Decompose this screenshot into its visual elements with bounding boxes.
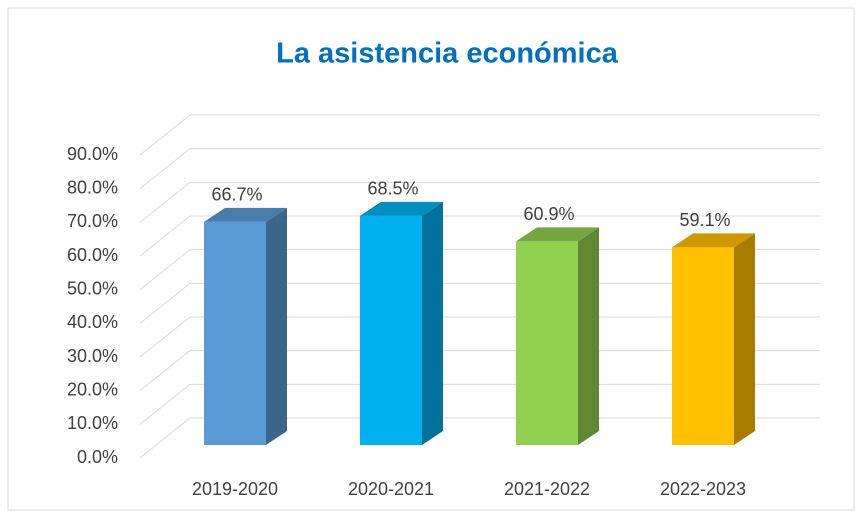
bar [516, 241, 578, 445]
bar [360, 215, 422, 445]
y-tick-label: 0.0% [77, 447, 118, 467]
chart-title: La asistencia económica [276, 38, 619, 70]
x-tick-label: 2020-2021 [348, 479, 434, 499]
y-tick-label: 80.0% [67, 177, 118, 197]
y-tick-label: 70.0% [67, 211, 118, 231]
y-tick-label: 90.0% [67, 144, 118, 164]
grid-line [139, 316, 820, 358]
grid-line [139, 215, 820, 257]
bar-top [360, 201, 443, 216]
bar-side [266, 207, 287, 445]
y-tick-label: 60.0% [67, 245, 118, 265]
data-label: 68.5% [367, 179, 418, 199]
bar-side [578, 227, 599, 445]
grid-line [139, 249, 820, 291]
y-tick-label: 40.0% [67, 312, 118, 332]
x-tick-label: 2022-2023 [660, 479, 746, 499]
grid-line [139, 282, 820, 324]
data-label: 66.7% [211, 185, 262, 205]
y-tick-label: 50.0% [67, 278, 118, 298]
data-label: 60.9% [523, 204, 574, 224]
data-label: 59.1% [679, 210, 730, 230]
grid-line [139, 114, 820, 156]
grid-line [139, 148, 820, 190]
bar-top [204, 207, 287, 222]
bar-top [672, 233, 755, 248]
y-tick-label: 10.0% [67, 413, 118, 433]
y-tick-label: 30.0% [67, 346, 118, 366]
y-tick-label: 20.0% [67, 379, 118, 399]
grid-line [139, 181, 820, 223]
x-tick-label: 2019-2020 [192, 479, 278, 499]
bar-side [734, 233, 755, 445]
x-tick-label: 2021-2022 [504, 479, 590, 499]
bar [672, 247, 734, 445]
grid-line [139, 383, 820, 425]
bar-side [422, 201, 443, 445]
bar-top [516, 227, 599, 242]
grid-line [139, 417, 820, 459]
bar [204, 221, 266, 445]
grid-line [139, 350, 820, 392]
